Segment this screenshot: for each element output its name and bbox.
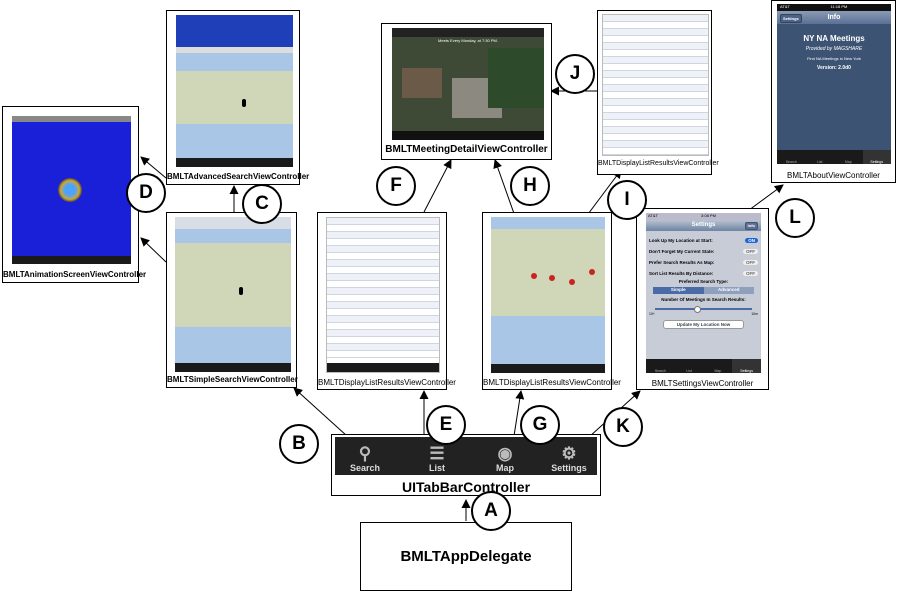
advanced-search-screenshot — [176, 15, 293, 167]
label-f: F — [376, 166, 416, 206]
node-animation-screen: BMLTAnimationScreenViewController — [2, 106, 147, 283]
tab-label: Search — [349, 463, 381, 473]
label-e: E — [426, 405, 466, 445]
tab-list[interactable]: ☰ List — [411, 437, 463, 475]
status-time: 3:08 PM — [701, 213, 716, 218]
status-carrier: AT&T — [780, 4, 790, 9]
info-button[interactable]: Info — [744, 222, 758, 230]
preferred-search-type-label: Preferred Search Type: — [678, 279, 729, 284]
list-results-screenshot — [602, 14, 709, 156]
node-label: BMLTDisplayListResultsViewController — [318, 378, 456, 387]
meetings-slider[interactable] — [655, 306, 752, 313]
slider-max-label: 10m — [751, 312, 758, 316]
option-label: Don't Forget My Current State: — [649, 249, 715, 254]
segment-simple[interactable]: Simple — [653, 287, 704, 294]
list-results-screenshot — [326, 217, 440, 373]
tab-settings[interactable]: Settings — [732, 359, 761, 373]
node-label: BMLTMeetingDetailViewController — [385, 144, 548, 155]
globe-icon: ◉ — [497, 444, 513, 463]
tab-label: Settings — [551, 463, 587, 473]
node-label: BMLTDisplayListResultsViewController — [483, 378, 621, 387]
tab-bar-strip: ⚲ Search ☰ List ◉ Map ⚙ Settings — [335, 437, 597, 475]
globe-icon — [58, 178, 82, 202]
label-b: B — [279, 424, 319, 464]
map-pin-icon — [239, 287, 243, 295]
segment-advanced[interactable]: Advanced — [703, 287, 754, 294]
node-display-map-results: BMLTDisplayListResultsViewController — [482, 212, 621, 390]
node-app-delegate: BMLTAppDelegate — [360, 522, 572, 591]
label-a: A — [471, 491, 511, 531]
node-meeting-detail: Meets Every Monday, at 7:30 PM. BMLTMeet… — [381, 23, 552, 160]
arrow-f — [423, 159, 452, 213]
meeting-time-caption: Meets Every Monday, at 7:30 PM. — [438, 38, 498, 43]
gear-icon: ⚙ — [561, 444, 577, 463]
tab-map[interactable]: ◉ Map — [479, 437, 531, 475]
tab-label: Map — [496, 463, 514, 473]
node-settings: AT&T 3:08 PM Settings Info Look Up My Lo… — [636, 208, 769, 390]
tab-label: List — [428, 463, 445, 473]
node-label: BMLTSimpleSearchViewController — [167, 375, 298, 384]
node-label: BMLTAdvancedSearchViewController — [167, 172, 310, 181]
option-label: Prefer Search Results As Map: — [649, 260, 715, 265]
label-k: K — [603, 407, 643, 447]
node-label: BMLTDisplayListResultsViewController — [598, 160, 719, 167]
label-j: J — [555, 54, 595, 94]
toggle-switch[interactable]: OFF — [743, 260, 758, 265]
label-h: H — [510, 166, 550, 206]
update-location-button[interactable]: Update My Location Now — [663, 320, 744, 329]
node-label: BMLTAnimationScreenViewController — [3, 270, 147, 279]
version: Version: 2.0d0 — [817, 65, 851, 71]
simple-search-screenshot — [175, 217, 291, 372]
option-label: Look Up My Location at Start: — [649, 238, 713, 243]
tab-search[interactable]: Search — [785, 160, 797, 164]
node-display-list-results-j: BMLTDisplayListResultsViewController — [597, 10, 719, 175]
tab-search[interactable]: Search — [654, 369, 666, 373]
node-tab-bar-controller: ⚲ Search ☰ List ◉ Map ⚙ Settings UITabBa… — [331, 434, 601, 496]
tab-map[interactable]: Map — [714, 369, 722, 373]
tab-settings[interactable]: ⚙ Settings — [541, 437, 597, 475]
node-advanced-search: BMLTAdvancedSearchViewController — [166, 10, 310, 185]
list-icon: ☰ — [429, 444, 445, 463]
provided-by: Provided by MAGSHARE — [805, 46, 863, 52]
label-g: G — [520, 405, 560, 445]
node-label: BMLTAppDelegate — [400, 548, 532, 565]
label-d: D — [126, 173, 166, 213]
meeting-detail-screenshot: Meets Every Monday, at 7:30 PM. — [392, 28, 544, 140]
node-simple-search: BMLTSimpleSearchViewController — [166, 212, 298, 388]
about-screenshot: AT&T 11:18 PM Settings Info NY NA Meetin… — [777, 4, 891, 164]
settings-back-button[interactable]: Settings — [780, 14, 802, 23]
node-label: BMLTAboutViewController — [787, 171, 880, 180]
node-label: UITabBarController — [401, 479, 531, 495]
node-display-list-results-e: BMLTDisplayListResultsViewController — [317, 212, 456, 390]
node-label: BMLTSettingsViewController — [651, 379, 754, 388]
slider-min-label: 10+ — [649, 312, 655, 316]
option-label: Sort List Results By Distance: — [649, 271, 714, 276]
tab-list[interactable]: List — [817, 160, 823, 164]
settings-nav-title: Settings — [691, 222, 716, 228]
tab-search[interactable]: ⚲ Search — [339, 437, 391, 475]
label-c: C — [242, 184, 282, 224]
animation-screenshot — [12, 116, 131, 264]
meetings-count-label: Number Of Meetings In Search Results: — [661, 297, 746, 302]
map-pin-icon — [242, 99, 246, 107]
tab-list[interactable]: List — [686, 369, 692, 373]
toggle-switch[interactable]: OFF — [743, 249, 758, 254]
settings-screenshot: AT&T 3:08 PM Settings Info Look Up My Lo… — [646, 213, 761, 373]
toggle-switch[interactable]: ON — [745, 238, 758, 243]
map-results-screenshot — [491, 217, 605, 373]
node-about: AT&T 11:18 PM Settings Info NY NA Meetin… — [771, 0, 896, 183]
status-carrier: AT&T — [648, 213, 658, 218]
tab-settings[interactable]: Settings — [862, 150, 891, 164]
search-icon: ⚲ — [358, 444, 372, 463]
app-heading: NY NA Meetings — [803, 34, 865, 43]
status-time: 11:18 PM — [830, 4, 848, 9]
about-nav-title: Info — [827, 14, 841, 21]
toggle-switch[interactable]: OFF — [743, 271, 758, 276]
label-i: I — [607, 180, 647, 220]
label-l: L — [775, 198, 815, 238]
tagline: Find NA Meetings in New York — [807, 56, 861, 61]
tab-map[interactable]: Map — [844, 160, 852, 164]
arrow-d-lower — [140, 237, 167, 263]
